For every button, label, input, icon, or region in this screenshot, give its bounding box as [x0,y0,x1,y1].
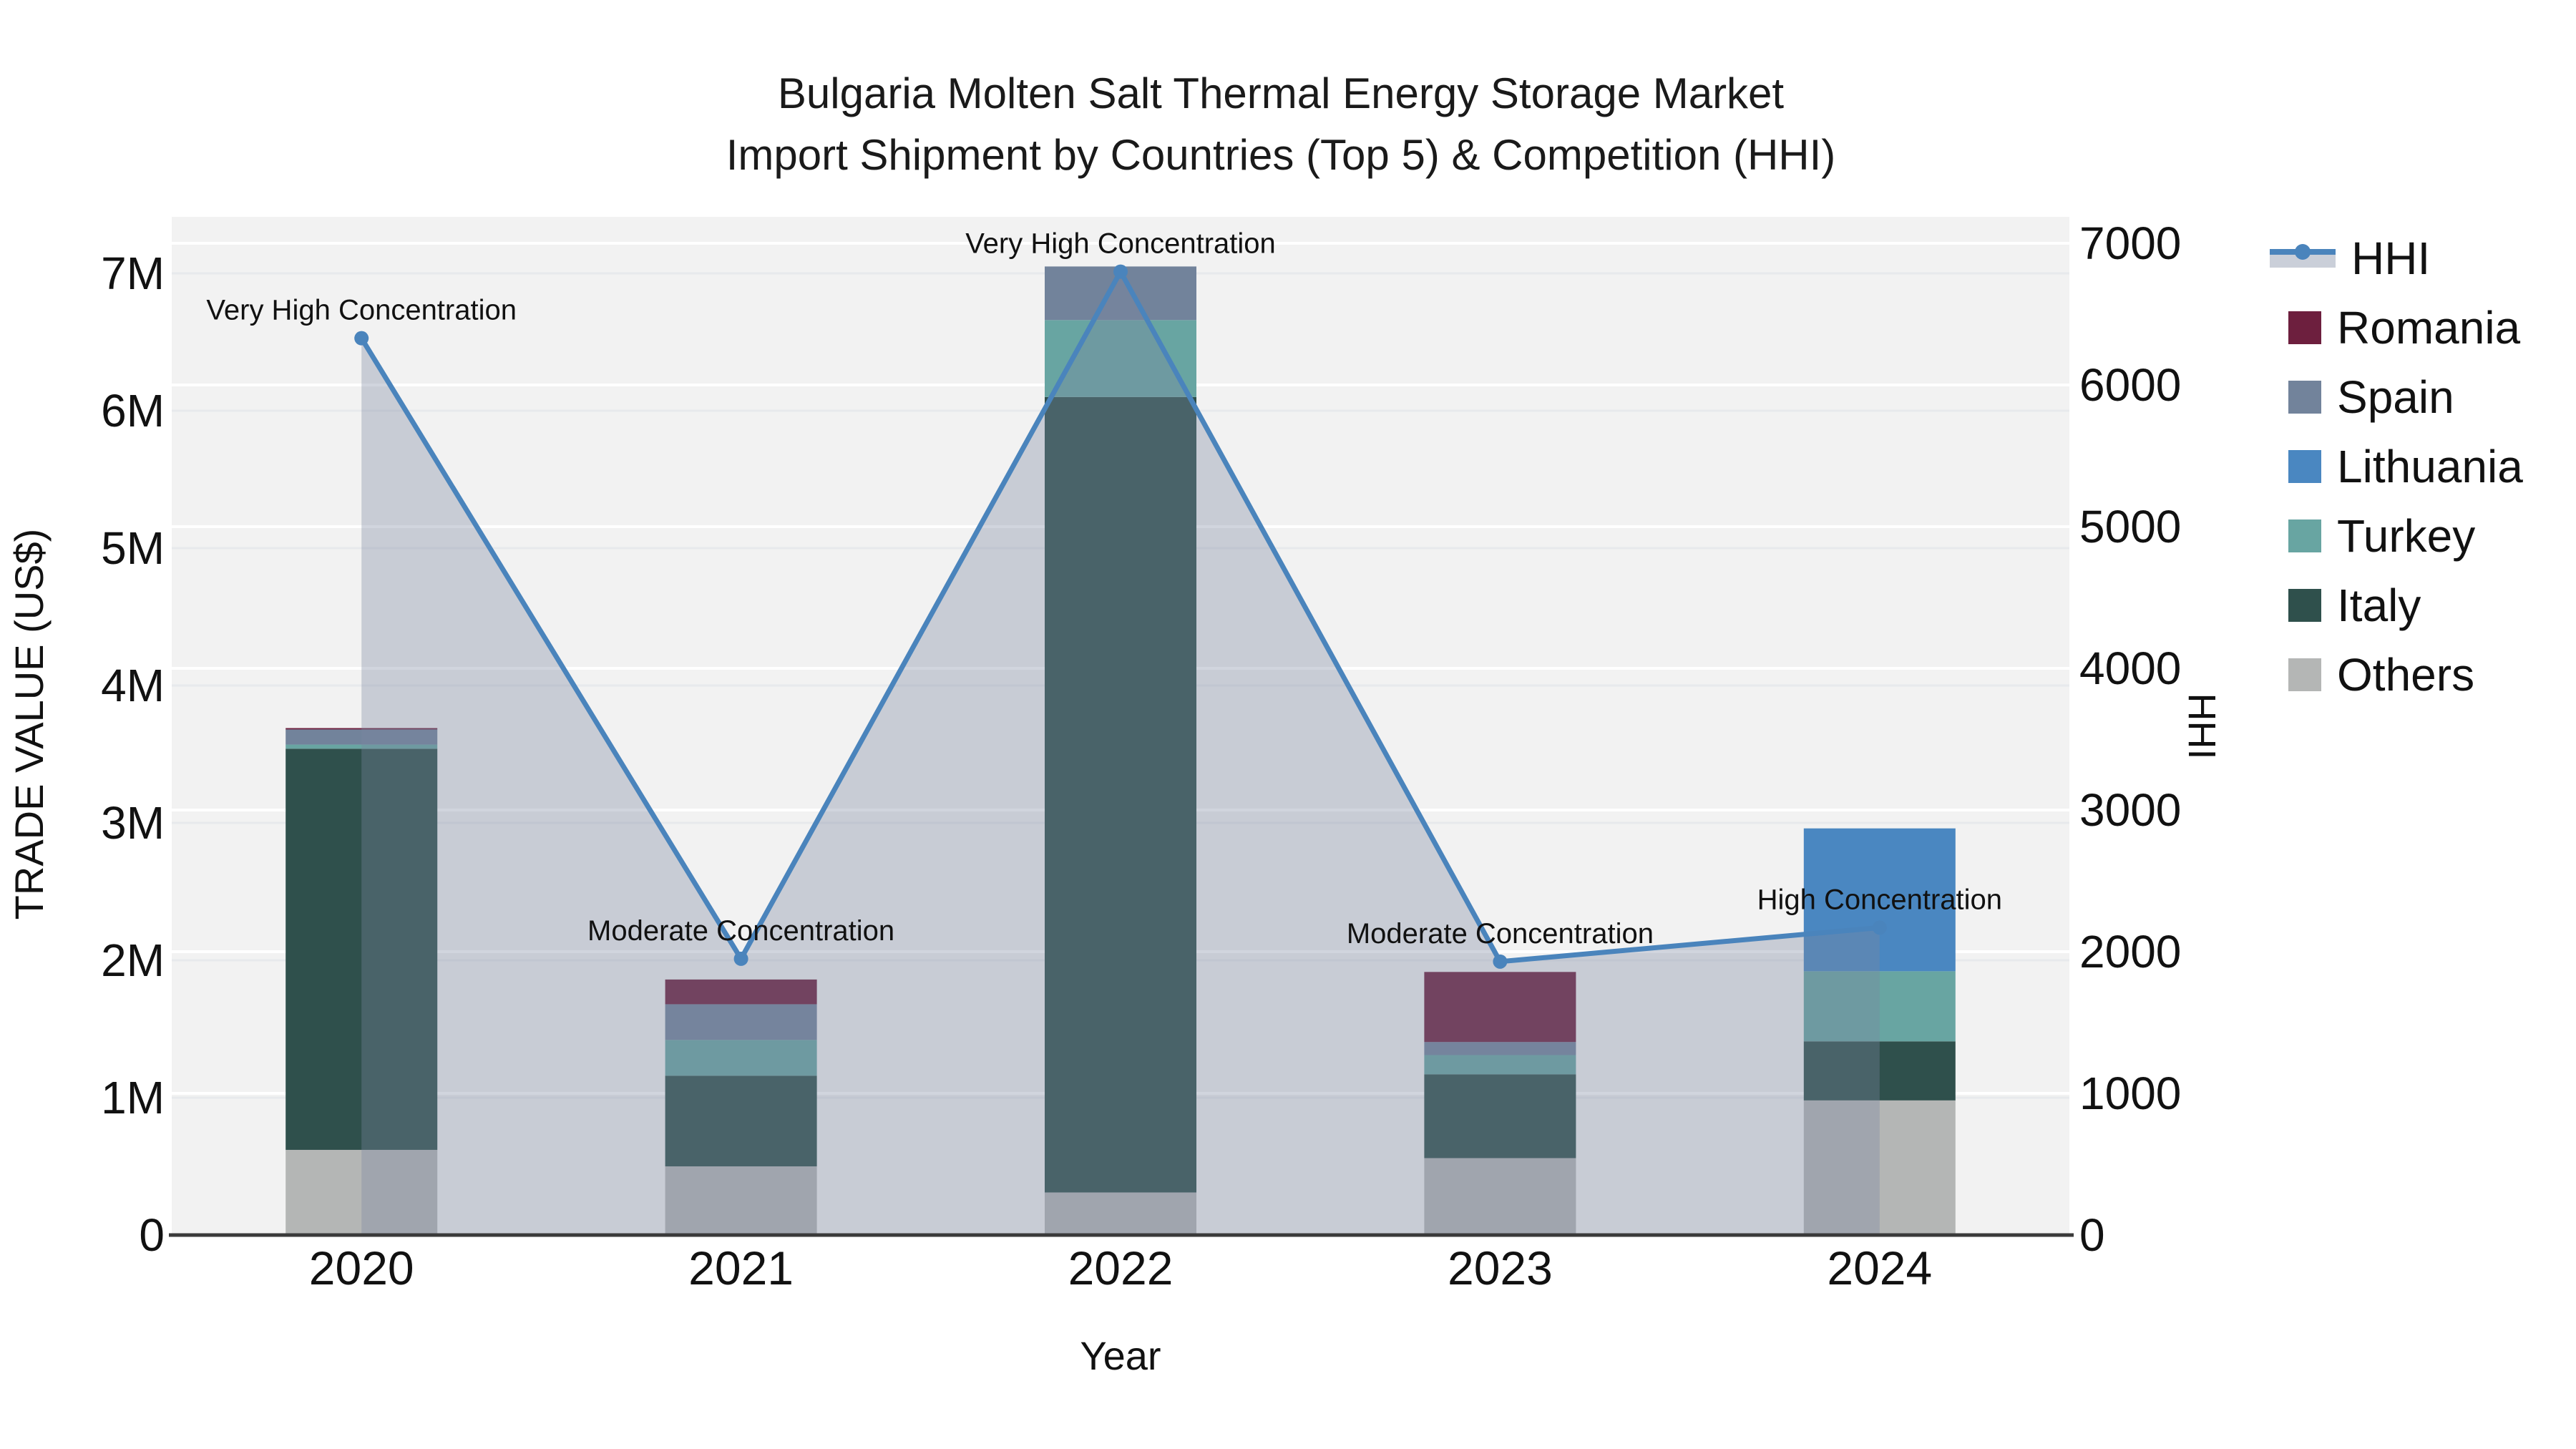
bar-segment-spain-2021 [665,1004,817,1040]
chart-subtitle: Import Shipment by Countries (Top 5) & C… [726,131,1836,179]
legend-swatch-turkey [2288,519,2321,552]
right-tick-label: 4000 [2079,643,2181,694]
annotation-2021: Moderate Concentration [587,915,894,947]
right-tick-label: 0 [2079,1209,2105,1261]
right-tick-label: 3000 [2079,784,2181,836]
bar-segment-others-2022 [1045,1192,1196,1235]
bar-segment-turkey-2020 [286,744,438,749]
annotation-2022: Very High Concentration [965,228,1276,260]
annotation-2024: High Concentration [1757,884,2002,915]
hhi-line-legend-icon [2270,243,2336,270]
hhi-marker-2024 [1872,920,1887,935]
left-tick-label: 3M [101,797,165,849]
bar-segment-others-2024 [1803,1100,1956,1235]
legend-label: Italy [2337,579,2421,631]
bar-segment-spain-2020 [286,729,438,745]
legend-label: Spain [2337,371,2454,423]
hhi-area-fill [361,271,1880,1236]
bar-segment-romania-2021 [665,979,817,1005]
bar-segment-romania-2023 [1424,972,1576,1043]
right-tick-label: 7000 [2079,218,2181,269]
annotation-2020: Very High Concentration [206,295,517,326]
left-tick-label: 2M [101,935,165,986]
legend-item-romania: Romania [2270,293,2570,362]
bar-segment-turkey-2021 [665,1040,817,1076]
left-tick-label: 0 [139,1209,165,1261]
annotation-layer: Very High Concentration Moderate Concentr… [206,228,2002,950]
x-tick-label: 2024 [1827,1241,1932,1294]
legend-swatch-others [2288,658,2321,691]
legend-label: Others [2337,648,2475,701]
hhi-area-legend-swatch [2270,254,2336,268]
right-tick-label: 2000 [2079,926,2181,977]
legend-item-spain: Spain [2270,362,2570,431]
right-tick-label: 1000 [2079,1068,2181,1119]
legend-label: Lithuania [2337,440,2523,492]
bar-segment-italy-2024 [1803,1041,1956,1101]
legend-swatch-romania [2288,311,2321,344]
bar-segment-spain-2023 [1424,1042,1576,1055]
left-tick-label: 1M [101,1072,165,1123]
legend-item-lithuania: Lithuania [2270,431,2570,501]
hhi-line-layer [354,264,1887,969]
chart-title: Bulgaria Molten Salt Thermal Energy Stor… [777,69,1785,117]
hhi-marker-2020 [354,331,369,346]
right-tick-label: 6000 [2079,359,2181,411]
hhi-marker-2022 [1113,264,1128,279]
left-tick-label: 4M [101,660,165,711]
annotation-2023: Moderate Concentration [1347,918,1654,950]
hhi-area [361,271,1880,1236]
legend-swatch-lithuania [2288,449,2321,483]
bar-segment-others-2023 [1424,1158,1576,1235]
hhi-marker-2021 [733,951,748,966]
x-tick-label: 2022 [1068,1241,1174,1294]
left-tick-label: 6M [101,385,165,436]
left-axis-title: TRADE VALUE (US$) [6,528,52,920]
bar-segment-italy-2022 [1045,396,1196,1193]
bar-segment-others-2021 [665,1166,817,1235]
x-tick-label: 2021 [688,1241,794,1294]
chart-title-block: Bulgaria Molten Salt Thermal Energy Stor… [0,63,2562,186]
right-axis-title: HHI [2180,693,2223,760]
legend-item-turkey: Turkey [2270,501,2570,570]
bar-segment-turkey-2024 [1803,971,1956,1042]
right-tick-label: 5000 [2079,501,2181,552]
bar-segment-turkey-2023 [1424,1055,1576,1075]
x-axis-title: Year [1080,1333,1161,1378]
bar-segment-romania-2020 [286,728,438,730]
legend: HHI Romania Spain Lithuania Turkey Italy Other… [2270,223,2570,709]
bar-segment-italy-2023 [1424,1074,1576,1158]
hhi-line-legend-marker [2295,243,2311,260]
legend-swatch-spain [2288,380,2321,414]
left-tick-label: 5M [101,522,165,574]
x-tick-label: 2023 [1448,1241,1553,1294]
hhi-marker-2023 [1493,954,1508,969]
bar-segment-lithuania-2024 [1803,828,1956,972]
legend-swatch-italy [2288,588,2321,622]
legend-item-hhi: HHI [2270,223,2570,293]
x-tick-label: 2020 [309,1241,414,1294]
left-tick-label: 7M [101,248,165,299]
legend-item-others: Others [2270,640,2570,709]
legend-label: Romania [2337,301,2521,353]
tick-label-layer: 0 1M 2M 3M 4M 5M 6M 7M 0 1000 2000 3000 4000 5000 6000… [101,218,2181,1294]
legend-label: HHI [2351,232,2431,284]
bar-segment-others-2020 [286,1149,438,1235]
legend-item-italy: Italy [2270,570,2570,640]
bar-segment-italy-2020 [286,748,438,1150]
legend-label: Turkey [2337,509,2476,562]
bar-segment-italy-2021 [665,1075,817,1166]
